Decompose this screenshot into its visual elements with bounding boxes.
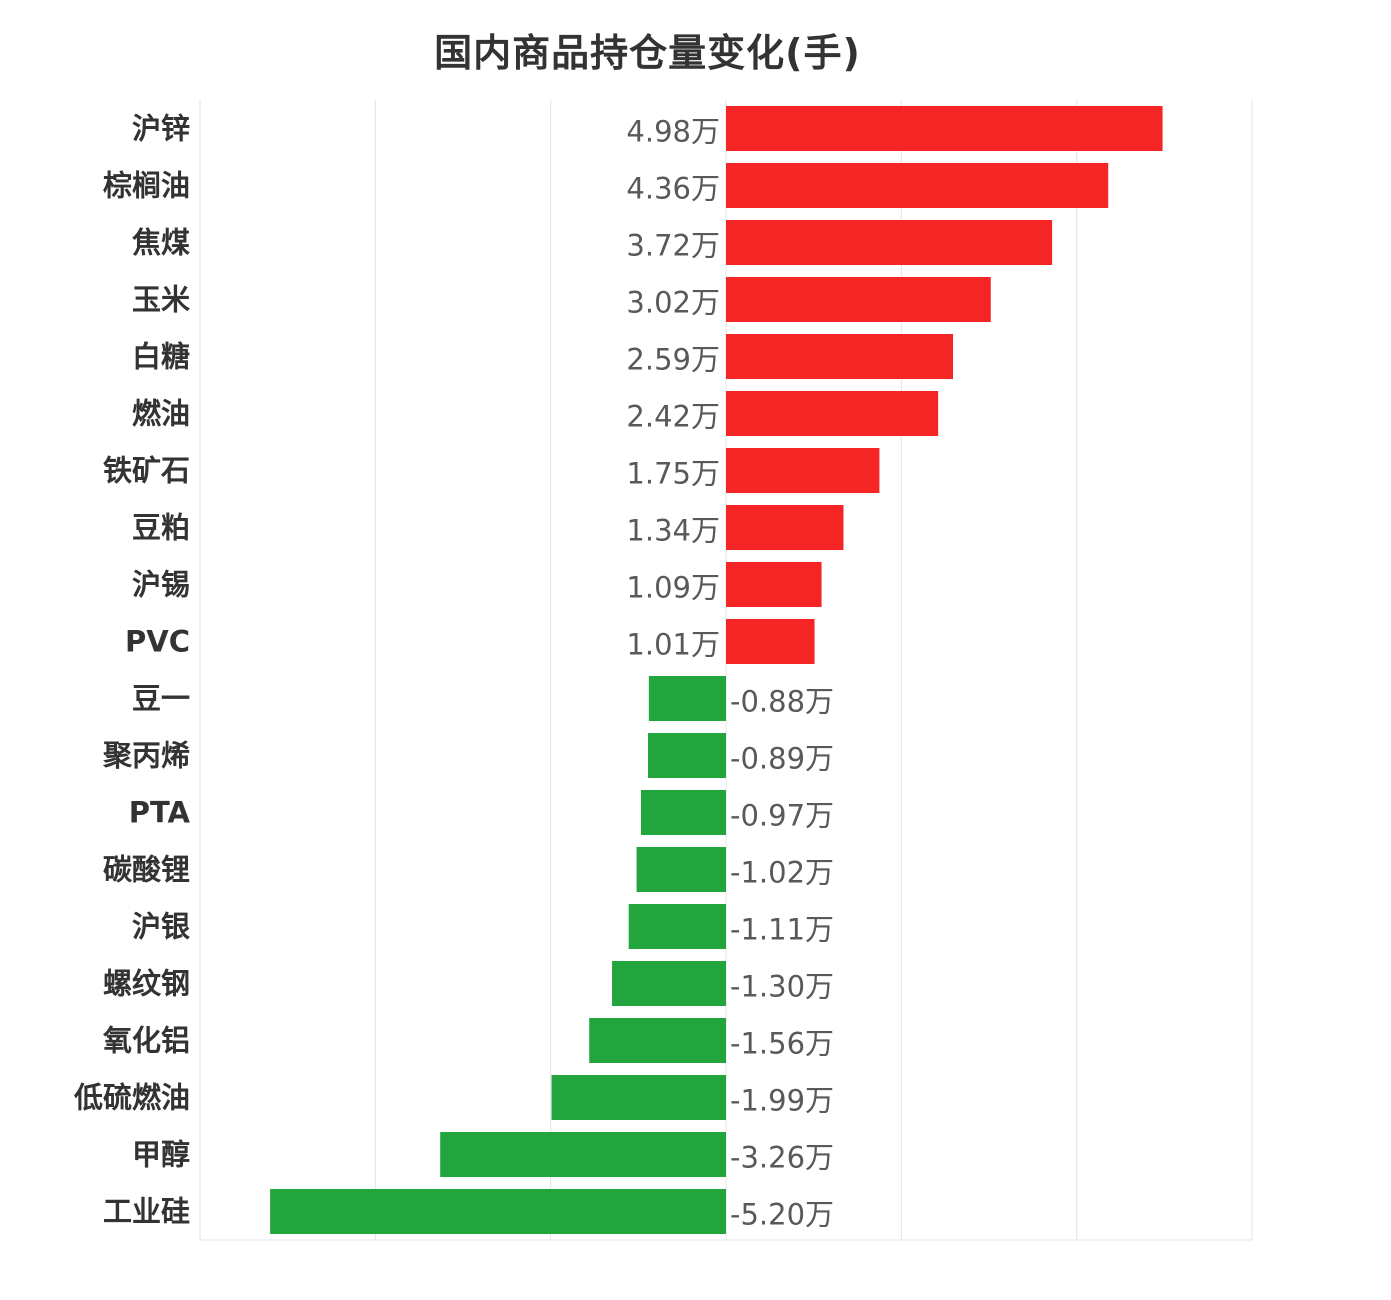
bar [726, 334, 954, 379]
bar [551, 1075, 726, 1120]
bar [726, 562, 822, 607]
bar [648, 676, 726, 721]
bar [647, 733, 726, 778]
category-label: 沪锌 [132, 112, 190, 146]
category-label: 沪银 [132, 910, 190, 944]
value-label: -1.56万 [730, 1027, 834, 1061]
bar [726, 391, 939, 436]
value-label: -0.97万 [730, 799, 834, 833]
category-label: 工业硅 [103, 1195, 190, 1229]
bar [726, 277, 991, 322]
category-label: 甲醇 [132, 1138, 190, 1172]
gridlines [199, 100, 1253, 1241]
value-labels: 4.98万 4.36万 3.72万 3.02万 2.59万 2.42万 1.75万 1.34万… [626, 115, 834, 1232]
value-label: 1.09万 [626, 571, 720, 605]
value-label: -1.30万 [730, 970, 834, 1004]
category-label: 聚丙烯 [102, 739, 190, 773]
category-label: 燃油 [132, 397, 190, 431]
bar [726, 619, 815, 664]
bar [726, 505, 844, 550]
value-label: 2.59万 [626, 343, 720, 377]
bar [636, 847, 726, 892]
category-label: 玉米 [132, 283, 190, 317]
value-label: -3.26万 [730, 1141, 834, 1175]
category-label: 豆一 [132, 682, 190, 716]
category-label: 低硫燃油 [73, 1081, 190, 1115]
bar [726, 163, 1109, 208]
category-label: 沪锡 [132, 568, 190, 602]
category-label: PVC [125, 625, 190, 659]
value-label: 1.01万 [626, 628, 720, 662]
value-label: 3.72万 [626, 229, 720, 263]
bar [612, 961, 726, 1006]
category-label: 白糖 [132, 340, 190, 374]
bars [270, 106, 1163, 1234]
value-label: -1.11万 [730, 913, 834, 947]
category-label: 豆粕 [132, 511, 190, 545]
chart-title: 国内商品持仓量变化(手) [434, 31, 861, 75]
category-label: 氧化铝 [102, 1024, 190, 1058]
value-label: -1.99万 [730, 1084, 834, 1118]
value-label: 3.02万 [626, 286, 720, 320]
value-label: 1.34万 [626, 514, 720, 548]
bar [640, 790, 726, 835]
category-label: 碳酸锂 [103, 853, 190, 887]
value-label: 4.36万 [626, 172, 720, 206]
value-label: 4.98万 [626, 115, 720, 149]
category-label: 棕榈油 [103, 169, 190, 203]
value-label: 1.75万 [626, 457, 720, 491]
bar [440, 1132, 726, 1177]
bar [589, 1018, 726, 1063]
bar [726, 220, 1053, 265]
category-label: 焦煤 [132, 226, 190, 260]
bar [628, 904, 726, 949]
value-label: -0.88万 [730, 685, 834, 719]
bar [270, 1189, 726, 1234]
value-label: -5.20万 [730, 1198, 834, 1232]
category-label: 铁矿石 [103, 454, 190, 488]
category-label: PTA [129, 796, 191, 830]
bar [726, 448, 880, 493]
value-label: -0.89万 [730, 742, 834, 776]
category-label: 螺纹钢 [103, 967, 190, 1001]
value-label: 2.42万 [626, 400, 720, 434]
bar [726, 106, 1163, 151]
value-label: -1.02万 [730, 856, 834, 890]
